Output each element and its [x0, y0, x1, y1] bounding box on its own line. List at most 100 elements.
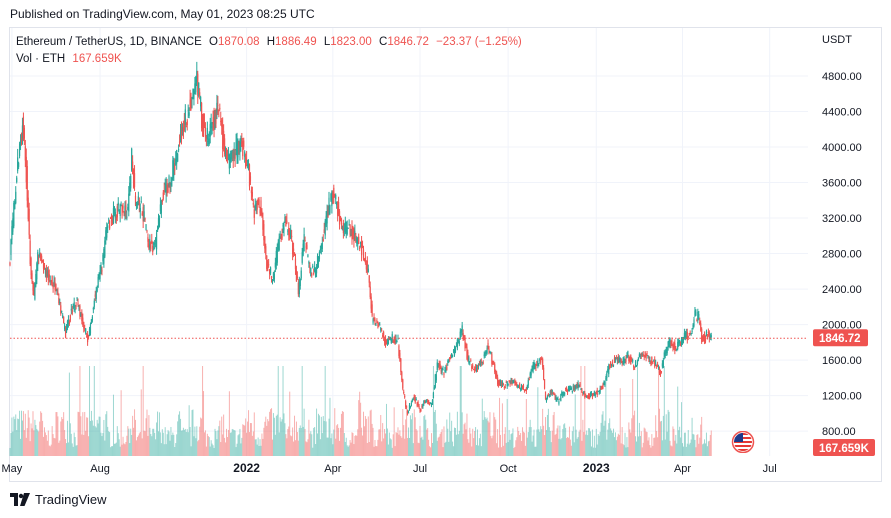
volume-bar — [157, 411, 159, 456]
volume-bar — [377, 439, 379, 456]
candle-body — [707, 331, 709, 334]
volume-bar — [94, 426, 96, 456]
volume-bar — [213, 447, 215, 456]
candle-body — [683, 332, 686, 339]
volume-bar — [423, 416, 425, 456]
candle-body — [328, 197, 330, 214]
volume-bar — [157, 431, 159, 456]
volume-bar — [562, 428, 564, 456]
candle-body — [271, 279, 274, 282]
volume-bar — [91, 420, 93, 456]
volume-bar — [220, 442, 222, 456]
candle-body — [168, 176, 170, 187]
candle-body — [9, 262, 11, 265]
candle-body — [588, 393, 590, 399]
volume-bar — [253, 412, 255, 456]
volume-bar — [643, 427, 645, 456]
candle-body — [259, 209, 261, 214]
volume-bar — [639, 435, 641, 456]
candle-body — [362, 249, 365, 259]
volume-bar — [393, 407, 395, 456]
candle-body — [410, 403, 412, 407]
candle-body — [277, 241, 279, 249]
volume-bar — [412, 443, 414, 456]
volume-bar — [101, 436, 103, 456]
candle-body — [87, 335, 90, 338]
volume-bar — [317, 413, 319, 456]
volume-bar — [424, 414, 426, 456]
volume-bar — [454, 427, 456, 456]
volume-bar — [673, 428, 675, 456]
volume-bar — [297, 440, 299, 456]
volume-bar — [165, 444, 167, 456]
candle-body — [186, 120, 188, 126]
candle-body — [37, 252, 39, 266]
candle-body — [497, 377, 499, 385]
volume-bar — [573, 442, 575, 456]
currency-label[interactable]: USDT — [822, 34, 852, 46]
candle-body — [269, 269, 271, 274]
candle-body — [56, 289, 58, 291]
volume-bar — [590, 446, 592, 456]
candle-body — [677, 341, 679, 349]
volume-bar — [130, 428, 132, 456]
candle-body — [318, 251, 321, 259]
volume-label[interactable]: Vol · ETH — [16, 53, 66, 65]
volume-bar — [506, 398, 508, 456]
candle-body — [384, 338, 387, 345]
volume-bar — [471, 446, 473, 456]
tradingview-logo[interactable]: TradingView — [10, 492, 107, 507]
volume-bar — [449, 412, 451, 456]
candle-body — [36, 263, 38, 280]
candle-body — [390, 338, 392, 343]
volume-bar — [322, 416, 324, 456]
symbol-name[interactable]: Ethereum / TetherUS, 1D, BINANCE — [16, 36, 202, 48]
candle-body — [565, 388, 567, 390]
volume-bar — [75, 445, 77, 456]
volume-bar — [236, 443, 238, 456]
candle-body — [208, 138, 210, 145]
volume-bar — [597, 434, 599, 456]
candle-body — [568, 386, 571, 392]
volume-bar — [64, 430, 66, 456]
candle-body — [652, 361, 654, 364]
candle-body — [625, 357, 627, 363]
candle-body — [252, 202, 254, 205]
candle-body — [585, 395, 587, 397]
candle-body — [673, 342, 675, 348]
candle-body — [554, 395, 556, 400]
candle-body — [196, 70, 198, 83]
volume-bar — [596, 444, 598, 456]
candle-body — [297, 282, 299, 295]
candle-body — [635, 365, 638, 367]
candle-body — [611, 362, 614, 364]
volume-bar — [146, 409, 148, 456]
candle-body — [618, 357, 620, 363]
candle-body — [80, 313, 82, 317]
volume-bar — [557, 425, 559, 456]
candle-body — [114, 212, 116, 219]
candle-body — [692, 324, 694, 330]
volume-bar — [508, 429, 510, 456]
candle-body — [73, 302, 75, 308]
volume-bar — [346, 445, 348, 456]
volume-bar — [166, 434, 168, 456]
candle-body — [350, 234, 352, 236]
volume-bar — [52, 434, 54, 456]
candle-body — [382, 334, 384, 337]
candle-body — [702, 336, 704, 340]
candle-body — [449, 357, 451, 360]
candle-body — [312, 265, 314, 268]
candle-body — [592, 393, 595, 395]
candle-body — [380, 328, 382, 331]
candle-body — [588, 395, 591, 399]
volume-bar — [244, 425, 246, 456]
candle-body — [142, 207, 144, 222]
us-flag-icon[interactable] — [731, 430, 755, 454]
volume-bar — [78, 412, 80, 456]
candle-body — [343, 228, 345, 230]
candle-body — [329, 205, 331, 213]
volume-bar — [267, 419, 269, 456]
volume-bar — [599, 431, 601, 456]
